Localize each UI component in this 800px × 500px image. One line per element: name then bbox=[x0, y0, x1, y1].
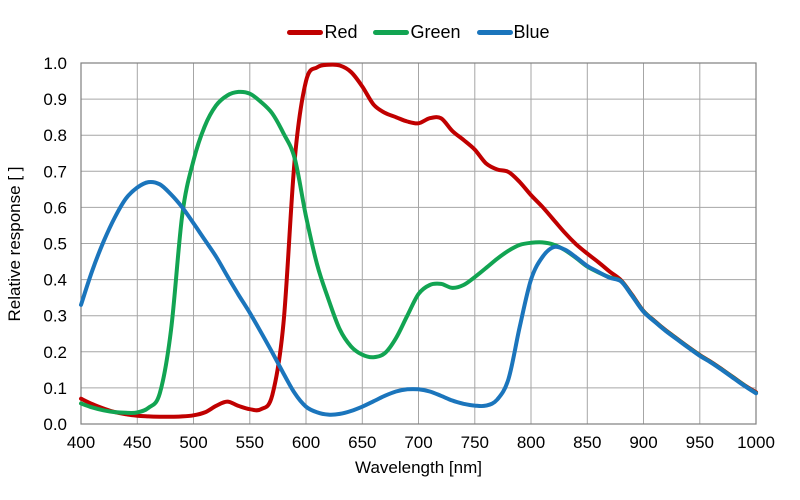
legend-label-red: Red bbox=[324, 22, 358, 42]
x-tick-label: 450 bbox=[123, 433, 151, 452]
legend-item-green: Green bbox=[373, 21, 461, 43]
x-tick-label: 900 bbox=[629, 433, 657, 452]
y-tick-label: 0.3 bbox=[43, 307, 67, 326]
legend-label-green: Green bbox=[410, 22, 461, 42]
x-tick-label: 500 bbox=[179, 433, 207, 452]
y-tick-label: 0.1 bbox=[43, 379, 67, 398]
y-tick-label: 0.6 bbox=[43, 198, 67, 217]
y-tick-label: 0.7 bbox=[43, 162, 67, 181]
y-tick-label: 0.4 bbox=[43, 271, 67, 290]
x-tick-label: 800 bbox=[517, 433, 545, 452]
y-tick-label: 0.0 bbox=[43, 415, 67, 434]
x-tick-label: 400 bbox=[67, 433, 95, 452]
legend-item-red: Red bbox=[287, 21, 357, 43]
legend-swatch-red-line bbox=[287, 29, 324, 35]
series-line-blue bbox=[79, 179, 758, 417]
x-tick-label: 650 bbox=[348, 433, 376, 452]
x-tick-label: 550 bbox=[236, 433, 264, 452]
x-tick-label: 850 bbox=[573, 433, 601, 452]
plot-border bbox=[80, 62, 757, 425]
y-tick-label: 0.5 bbox=[43, 235, 67, 254]
legend-swatch-green-line bbox=[373, 29, 410, 35]
x-tick-label: 750 bbox=[461, 433, 489, 452]
legend-label-blue: Blue bbox=[513, 22, 550, 42]
y-tick-label: 0.2 bbox=[43, 343, 67, 362]
x-tick-label: 950 bbox=[686, 433, 714, 452]
x-axis-title: Wavelength [nm] bbox=[355, 458, 482, 477]
y-tick-label: 0.8 bbox=[43, 126, 67, 145]
chart-legend: Red Green Blue bbox=[81, 21, 756, 43]
x-tick-label: 700 bbox=[404, 433, 432, 452]
legend-item-blue: Blue bbox=[476, 21, 550, 43]
y-axis-title: Relative response [ ] bbox=[5, 166, 24, 322]
x-tick-label: 600 bbox=[292, 433, 320, 452]
y-tick-label: 0.9 bbox=[43, 90, 67, 109]
legend-swatch-blue-line bbox=[476, 29, 513, 35]
x-tick-label: 1000 bbox=[737, 433, 775, 452]
y-tick-label: 1.0 bbox=[43, 54, 67, 73]
